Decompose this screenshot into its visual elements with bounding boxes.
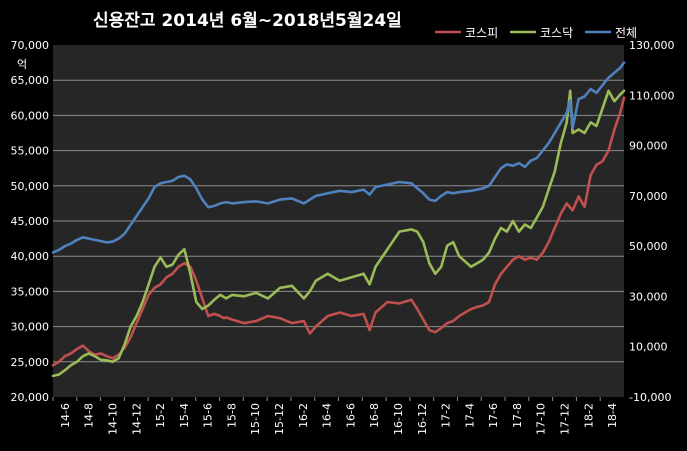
left-y-axis: 20,000 25,000 30,000 35,000 40,000 45,000 50,0… xyxy=(11,39,50,404)
x-tick-label: 17-6 xyxy=(487,403,500,428)
left-tick-label: 50,000 xyxy=(11,180,50,193)
x-tick-label: 14-10 xyxy=(106,403,119,435)
x-tick-label: 14-8 xyxy=(83,403,96,428)
right-tick-label: 90,000 xyxy=(629,140,668,153)
x-tick-label: 15-6 xyxy=(202,403,215,428)
left-tick-label: 65,000 xyxy=(11,74,50,87)
right-tick-label: 30,000 xyxy=(629,290,668,303)
right-tick-label: -10,000 xyxy=(629,391,671,404)
right-tick-label: 130,000 xyxy=(629,39,675,52)
right-tick-label: 110,000 xyxy=(629,89,675,102)
right-tick-label: 70,000 xyxy=(629,190,668,203)
legend-label-total: 전체 xyxy=(615,26,637,40)
legend-label-kospi: 코스피 xyxy=(465,26,498,40)
x-tick-label: 15-8 xyxy=(225,403,238,428)
x-tick-label: 16-12 xyxy=(416,403,429,435)
x-tick-label: 17-10 xyxy=(535,403,548,435)
left-tick-label: 55,000 xyxy=(11,145,50,158)
left-tick-label: 45,000 xyxy=(11,215,50,228)
x-tick-label: 15-4 xyxy=(178,403,191,428)
right-tick-label: 10,000 xyxy=(629,341,668,354)
series-line-kosdaq xyxy=(51,89,626,378)
x-tick-label: 16-10 xyxy=(392,403,405,435)
right-tick-label: 50,000 xyxy=(629,240,668,253)
x-tick-label: 14-12 xyxy=(130,403,143,435)
x-tick-label: 15-12 xyxy=(273,403,286,435)
x-tick-label: 16-4 xyxy=(321,403,334,428)
series-lines xyxy=(51,61,626,378)
x-tick-label: 18-2 xyxy=(582,403,595,428)
left-tick-label: 25,000 xyxy=(11,356,50,369)
left-tick-label: 70,000 xyxy=(11,39,50,52)
legend-label-kosdaq: 코스닥 xyxy=(540,26,573,40)
grid-lines xyxy=(53,79,624,363)
x-tick-label: 15-10 xyxy=(249,403,262,435)
left-tick-label: 40,000 xyxy=(11,250,50,263)
series-line-kospi xyxy=(51,96,626,367)
left-tick-label: 30,000 xyxy=(11,321,50,334)
x-tick-label: 14-6 xyxy=(59,403,72,428)
left-tick-label: 20,000 xyxy=(11,391,50,404)
left-axis-unit: 억 xyxy=(17,58,27,71)
chart-title: 신용잔고 2014년 6월~2018년5월24일 xyxy=(93,11,402,31)
x-tick-label: 17-12 xyxy=(559,403,572,435)
x-tick-label: 17-8 xyxy=(511,403,524,428)
right-y-axis: -10,000 10,000 30,000 50,000 70,000 90,000 110… xyxy=(629,39,675,404)
x-tick-label: 18-4 xyxy=(606,403,619,428)
left-tick-label: 35,000 xyxy=(11,285,50,298)
x-tick-label: 17-2 xyxy=(440,403,453,428)
x-tick-label: 16-8 xyxy=(368,403,381,428)
x-axis: 14-6 14-8 14-10 14-12 15-2 15-4 15-6 15-8 15-10 1… xyxy=(52,397,619,435)
x-tick-label: 16-2 xyxy=(297,403,310,428)
x-tick-label: 15-2 xyxy=(154,403,167,428)
series-line-total xyxy=(51,61,626,254)
left-tick-label: 60,000 xyxy=(11,109,50,122)
legend: 코스피 코스닥 전체 xyxy=(435,26,637,40)
x-tick-label: 17-4 xyxy=(463,403,476,428)
x-tick-label: 16-6 xyxy=(344,403,357,428)
